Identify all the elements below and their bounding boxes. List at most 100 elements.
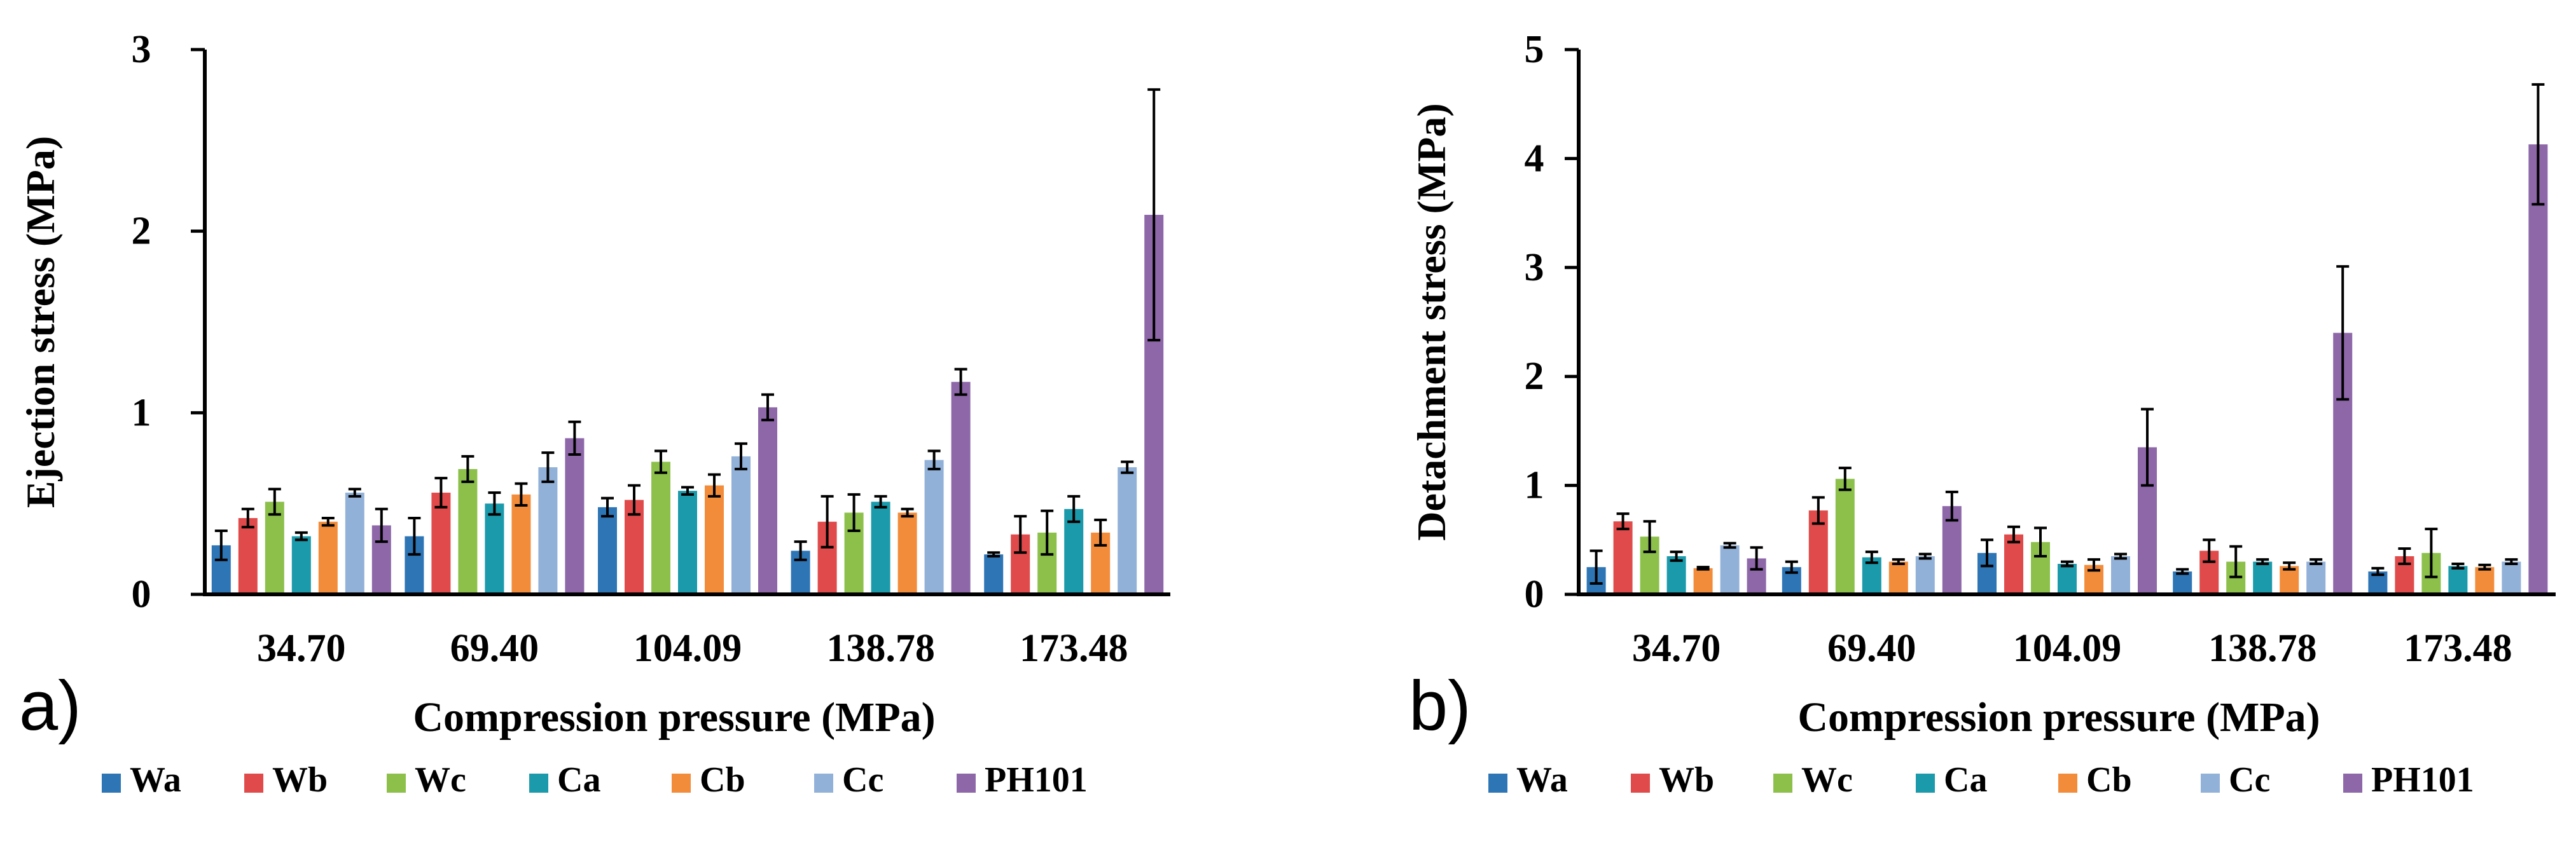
legend-swatch-wb [1631,774,1650,793]
bar-wa-138.78 [2173,571,2192,594]
legend-swatch-wc [1773,774,1792,793]
bar-cc-138.78 [2306,561,2326,594]
bar-ph101-173.48 [2528,144,2548,595]
bar-ca-138.78 [2253,561,2273,594]
legend-swatch-cc [2201,774,2220,793]
x-tick-label: 173.48 [1020,627,1128,670]
legend-label-wb: Wb [1659,760,1714,800]
legend: Wa Wb Wc Ca Cb Cc PH101 [102,760,1088,800]
bar-cc-104.09 [731,456,751,594]
y-tick-label: 3 [1525,246,1544,289]
x-tick-label: 104.09 [634,627,742,670]
bar-wb-69.40 [431,493,451,594]
x-tick-group: 34.70 69.40 104.09 138.78 173.48 [1632,627,2512,670]
bar-ca-34.70 [1666,556,1686,594]
bar-ph101-69.40 [565,438,585,594]
legend-label-ca: Ca [557,760,600,800]
legend-swatch-wa [102,774,121,793]
bar-cc-173.48 [2502,561,2521,594]
y-tick-label: 3 [132,28,151,71]
bar-ph101-104.09 [758,407,777,594]
bar-wb-104.09 [2004,534,2023,594]
y-axis-title: Detachment stress (MPa) [1409,103,1454,540]
x-tick-label: 34.70 [257,627,346,670]
legend-label-ca: Ca [1944,760,1987,800]
bar-ca-104.09 [678,491,697,594]
bar-ca-34.70 [291,536,311,594]
bar-ca-104.09 [2058,564,2077,594]
bar-wc-69.40 [458,468,478,594]
legend-swatch-cc [814,774,833,793]
y-tick-label: 1 [132,391,151,434]
bar-wb-34.70 [238,518,258,594]
bar-ca-173.48 [2448,566,2468,594]
bar-cb-138.78 [897,512,917,594]
y-tick-label: 4 [1525,137,1544,180]
bar-wc-34.70 [265,502,284,594]
x-axis-title: Compression pressure (MPa) [413,694,935,741]
y-tick-label: 2 [1525,355,1544,398]
bar-cb-138.78 [2280,566,2299,594]
legend-label-cc: Cc [842,760,883,800]
bar-cb-34.70 [318,521,338,594]
x-axis-title: Compression pressure (MPa) [1797,694,2320,741]
chart-panel-b: 0 1 2 3 4 5 34.70 69.40 104.09 138.78 173.48 Deta… [1409,28,2556,800]
bar-group [1586,144,2548,595]
legend-label-wc: Wc [415,760,466,800]
legend-label-wa: Wa [130,760,181,800]
legend-label-wa: Wa [1516,760,1568,800]
x-tick-label: 34.70 [1632,627,1721,670]
y-tick-label: 0 [132,573,151,616]
bar-ca-138.78 [871,502,890,594]
bar-cc-69.40 [538,467,558,594]
legend-label-cb: Cb [2086,760,2132,800]
legend-swatch-cb [672,774,691,793]
legend-label-cc: Cc [2229,760,2270,800]
legend-swatch-cb [2058,774,2077,793]
x-tick-label: 104.09 [2013,627,2122,670]
bar-ca-69.40 [485,503,504,594]
legend-swatch-ca [1916,774,1935,793]
legend-swatch-wa [1488,774,1507,793]
y-tick-label: 2 [132,210,151,253]
legend-label-wc: Wc [1801,760,1853,800]
x-tick-label: 173.48 [2404,627,2512,670]
bar-wc-69.40 [1835,479,1855,594]
bar-cc-34.70 [345,493,364,594]
chart-panel-a: 0 1 2 3 34.70 69.40 104.09 138.78 173.48 Ejecti… [18,28,1170,800]
y-tick-label: 1 [1525,464,1544,507]
legend-label-ph101: PH101 [985,760,1088,800]
bar-cc-173.48 [1118,467,1137,594]
legend-swatch-ph101 [957,774,976,793]
legend-swatch-wc [387,774,406,793]
y-tick-group: 0 1 2 3 [132,28,205,616]
bar-wa-104.09 [598,507,617,594]
x-tick-label: 138.78 [2208,627,2317,670]
panel-label: a) [19,667,81,745]
bar-cb-104.09 [705,485,724,594]
y-axis-title: Ejection stress (MPa) [18,136,63,508]
legend-label-ph101: PH101 [2371,760,2474,800]
legend: Wa Wb Wc Ca Cb Cc PH101 [1488,760,2474,800]
x-tick-label: 69.40 [1827,627,1916,670]
panel-label: b) [1409,667,1471,745]
bar-wb-34.70 [1613,521,1633,594]
y-tick-label: 5 [1525,28,1544,71]
bar-cb-173.48 [2475,567,2495,594]
error-bar-group [1589,83,2545,585]
x-tick-group: 34.70 69.40 104.09 138.78 173.48 [257,627,1128,670]
legend-swatch-ca [529,774,548,793]
bar-cc-34.70 [1720,545,1740,594]
x-tick-label: 138.78 [826,627,935,670]
bar-cb-34.70 [1693,568,1713,594]
bar-cc-104.09 [2111,556,2130,594]
bar-cb-69.40 [1888,561,1908,594]
bar-ph101-138.78 [951,381,971,594]
legend-label-cb: Cb [700,760,745,800]
legend-swatch-ph101 [2343,774,2362,793]
x-tick-label: 69.40 [450,627,539,670]
error-bar-group [214,88,1161,561]
bar-cb-69.40 [511,494,531,594]
y-tick-group: 0 1 2 3 4 5 [1525,28,1579,616]
